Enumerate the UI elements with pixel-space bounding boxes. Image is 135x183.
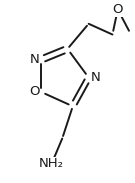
Text: O: O <box>29 85 40 98</box>
Text: O: O <box>112 3 123 16</box>
Text: N: N <box>30 53 39 66</box>
Text: NH₂: NH₂ <box>39 157 64 170</box>
Text: N: N <box>90 71 100 84</box>
